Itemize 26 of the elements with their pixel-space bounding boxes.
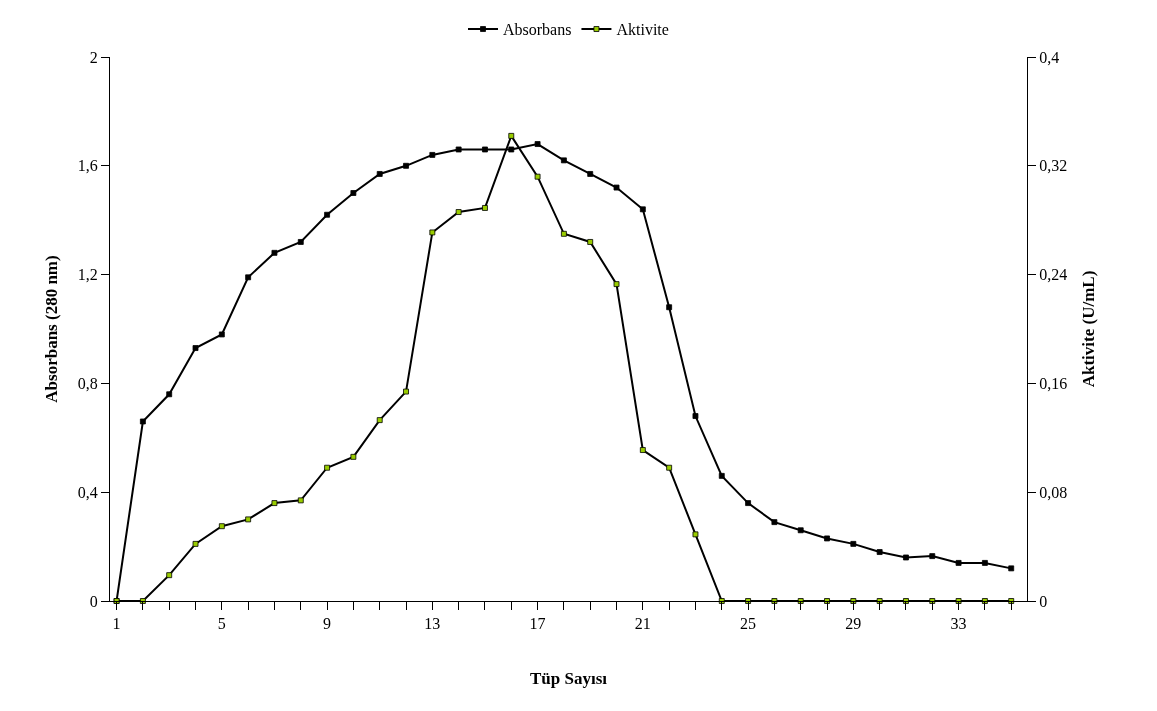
y-tick-label: 1,6 xyxy=(77,157,98,175)
y-tick-label: 0,8 xyxy=(77,375,98,392)
x-tick-label: 1 xyxy=(112,615,121,633)
x-tick-label: 33 xyxy=(950,615,967,633)
y-tick-label: 0,4 xyxy=(77,483,98,501)
x-tick-label: 25 xyxy=(740,615,757,633)
x-tick-label: 17 xyxy=(529,615,546,633)
y2-tick-label: 0,16 xyxy=(1039,375,1068,392)
legend-label: Absorbans xyxy=(503,21,572,39)
x-tick-label: 5 xyxy=(217,615,226,633)
x-tick-label: 13 xyxy=(424,615,441,633)
y2-tick-label: 0 xyxy=(1039,592,1048,610)
y-tick-label: 1,2 xyxy=(77,266,98,284)
y2-tick-label: 0,32 xyxy=(1039,157,1068,175)
y2-tick-label: 0,4 xyxy=(1039,48,1060,66)
x-tick-label: 29 xyxy=(845,615,862,633)
y-axis-title: Absorbans (280 nm) xyxy=(42,255,62,403)
y-tick-label: 0 xyxy=(89,592,98,610)
y2-tick-label: 0,08 xyxy=(1039,483,1068,501)
y-tick-label: 2 xyxy=(89,48,98,66)
x-tick-label: 21 xyxy=(634,615,651,633)
x-axis-title: Tüp Sayısı xyxy=(529,668,608,688)
x-tick-label: 9 xyxy=(323,615,332,633)
legend-label: Aktivite xyxy=(616,21,669,39)
y2-axis-title: Aktivite (U/mL) xyxy=(1078,270,1098,388)
y2-tick-label: 0,24 xyxy=(1039,266,1068,284)
